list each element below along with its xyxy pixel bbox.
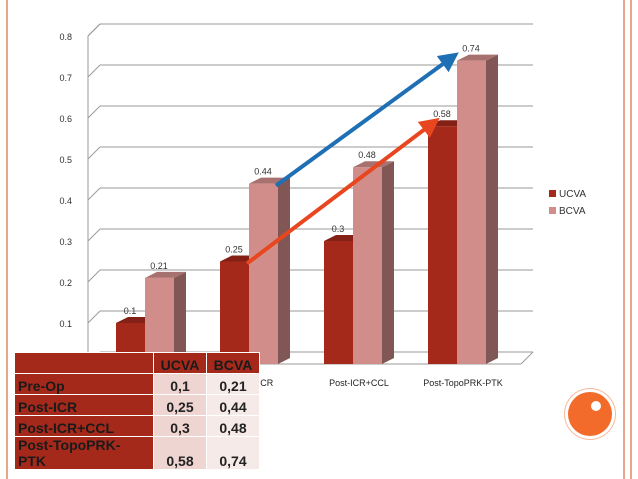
grid-slant [87, 146, 101, 160]
data-label: 0.25 [225, 245, 243, 255]
legend-label: UCVA [559, 189, 586, 200]
x-tick-label: Post-ICR+CCL [329, 378, 389, 388]
bar [457, 60, 486, 364]
grid-slant [87, 187, 101, 201]
table-row: Post-ICR+CCL 0,3 0,48 [14, 415, 260, 437]
table-cell-bcva: 0,48 [206, 415, 260, 437]
bar-side [486, 54, 498, 364]
y-tick-label: 0.7 [59, 73, 72, 83]
bar-side [278, 177, 290, 364]
table-row-label: Post-ICR [14, 394, 154, 416]
grid-slant [87, 105, 101, 119]
table-row-label: Post-ICR+CCL [14, 415, 154, 437]
bar-top [145, 271, 186, 278]
data-label: 0.3 [332, 224, 345, 234]
y-tick-label: 0.6 [59, 114, 72, 124]
ring-icon [568, 392, 612, 436]
table-cell-bcva: 0,44 [206, 394, 260, 416]
table-cell-ucva: 0,1 [153, 373, 207, 395]
floor-right-edge [520, 351, 534, 365]
trend-arrow [245, 117, 440, 266]
data-label: 0.1 [124, 306, 137, 316]
data-label: 0.58 [433, 109, 451, 119]
table-row: Pre-Op 0,1 0,21 [14, 373, 260, 395]
data-label: 0.74 [462, 44, 480, 54]
table-row-label: Post-TopoPRK- PTK [14, 436, 154, 470]
y-tick-label: 0.1 [59, 319, 72, 329]
table-cell-bcva: 0,21 [206, 373, 260, 395]
table-header-bcva: BCVA [206, 352, 260, 374]
data-label-layer: 0.1 0.25 0.3 0.58 0.21 0.44 0.48 0.74 [124, 44, 480, 316]
left-border-rule [6, 0, 8, 479]
grid-slant [87, 228, 101, 242]
table-cell-ucva: 0,3 [153, 415, 207, 437]
data-label: 0.44 [254, 167, 272, 177]
trend-arrow [274, 52, 459, 188]
data-label: 0.21 [150, 261, 168, 271]
bar [353, 167, 382, 364]
y-tick-label: 0.2 [59, 278, 72, 288]
y-tick-label: 0.8 [59, 32, 72, 42]
bar [428, 126, 457, 364]
table-cell-ucva: 0,58 [153, 436, 207, 470]
y-tick-label: 0.4 [59, 196, 72, 206]
bar-layer [116, 54, 498, 364]
table-header-row: UCVA BCVA [14, 352, 260, 374]
bar [220, 261, 249, 364]
table-header-ucva: UCVA [153, 352, 207, 374]
legend: UCVA BCVA [549, 189, 586, 217]
values-table: UCVA BCVA Pre-Op 0,1 0,21 Post-ICR 0,25 … [14, 352, 260, 470]
bar-side [174, 271, 186, 364]
y-tick-label: 0.5 [59, 155, 72, 165]
table-row-label-line1: Post-TopoPRK- [18, 437, 121, 453]
table-row-label-line2: PTK [18, 453, 46, 469]
legend-swatch [549, 190, 556, 197]
right-border-rule-inner [623, 0, 625, 479]
grid-slant [87, 310, 101, 324]
table-row-label: Pre-Op [14, 373, 154, 395]
table-cell-bcva: 0,74 [206, 436, 260, 470]
bar-side [382, 161, 394, 364]
ring-icon-hole [591, 401, 601, 411]
x-tick-label: Post-TopoPRK-PTK [423, 378, 503, 388]
data-label: 0.48 [358, 150, 376, 160]
grid-slant [87, 64, 101, 78]
table-corner-cell [14, 352, 154, 374]
y-tick-label: 0.3 [59, 237, 72, 247]
grid-slant [87, 23, 101, 37]
legend-label: BCVA [559, 206, 586, 217]
legend-swatch [549, 207, 556, 214]
bar [145, 277, 174, 364]
bar [324, 241, 353, 364]
y-axis-ticks: 0.1 0.2 0.3 0.4 0.5 0.6 0.7 0.8 [59, 32, 72, 329]
bar [249, 183, 278, 364]
bar-top [457, 54, 498, 61]
table-row: Post-TopoPRK- PTK 0,58 0,74 [14, 436, 260, 470]
grid-slant [87, 269, 101, 283]
trend-arrows [245, 52, 459, 266]
bar-top [353, 161, 394, 168]
table-cell-ucva: 0,25 [153, 394, 207, 416]
right-border-rule-outer [630, 0, 632, 479]
table-row: Post-ICR 0,25 0,44 [14, 394, 260, 416]
